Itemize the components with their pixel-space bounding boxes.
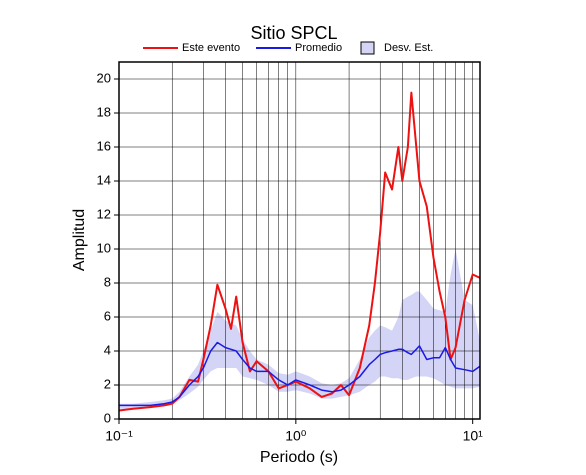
series-line xyxy=(118,91,481,412)
y-tick-label: 16 xyxy=(97,138,111,153)
y-tick-label: 18 xyxy=(97,104,111,119)
y-tick-label: 2 xyxy=(104,376,111,391)
y-tick-label: 4 xyxy=(104,342,111,357)
legend-label: Promedio xyxy=(295,42,342,54)
x-tick-label: 10⁰ xyxy=(285,428,307,444)
std-band xyxy=(119,249,480,409)
x-axis-label: Periodo (s) xyxy=(260,449,338,466)
series-line xyxy=(119,341,481,407)
x-tick-label: 10⁻¹ xyxy=(105,428,133,444)
y-tick-label: 14 xyxy=(97,172,111,187)
y-tick-label: 6 xyxy=(104,308,111,323)
y-tick-label: 0 xyxy=(104,410,111,425)
y-tick-label: 12 xyxy=(97,206,111,221)
legend-label: Este evento xyxy=(182,42,240,54)
y-tick-label: 20 xyxy=(97,70,111,85)
y-axis-label: Amplitud xyxy=(71,209,88,271)
y-tick-label: 8 xyxy=(104,274,111,289)
plot-frame xyxy=(118,61,481,420)
x-tick-label: 10¹ xyxy=(463,428,484,444)
chart-title: Sitio SPCL xyxy=(250,23,337,43)
legend-swatch xyxy=(360,41,375,55)
legend-label: Desv. Est. xyxy=(384,42,433,54)
y-tick-label: 10 xyxy=(97,240,111,255)
